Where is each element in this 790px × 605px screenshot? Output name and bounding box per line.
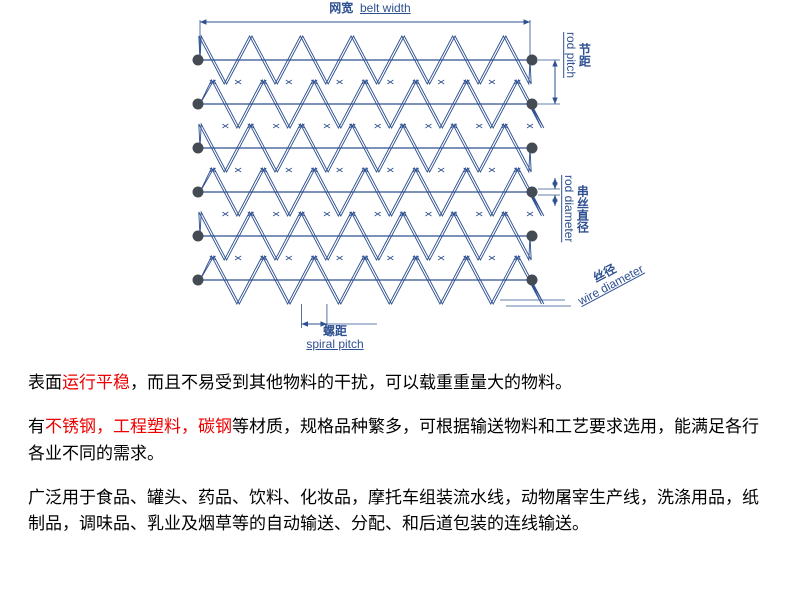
- p1a: 表面: [28, 373, 62, 392]
- rod-pitch-en: rod pitch: [564, 32, 578, 78]
- label-rod-diameter: 串丝直径rod diameter: [562, 175, 588, 242]
- rod-diameter-en: rod diameter: [562, 175, 576, 242]
- p1b: 运行平稳: [62, 373, 130, 392]
- description-text: 表面运行平稳，而且不易受到其他物料的干扰，可以载重重量大的物料。 有不锈钢，工程…: [0, 360, 790, 538]
- paragraph-3: 广泛用于食品、罐头、药品、饮料、化妆品，摩托车组装流水线，动物屠宰生产线，洗涤用…: [28, 485, 762, 538]
- belt-diagram: 网宽 belt width 节距rod pitch 串丝直径rod diamet…: [0, 0, 790, 360]
- belt-width-en: belt width: [360, 1, 411, 15]
- spiral-pitch-en: spiral pitch: [306, 337, 363, 351]
- p2b: 不锈钢，工程塑料，碳钢: [45, 417, 232, 436]
- paragraph-1: 表面运行平稳，而且不易受到其他物料的干扰，可以载重重量大的物料。: [28, 370, 762, 396]
- belt-width-cn: 网宽: [329, 1, 353, 15]
- label-rod-pitch: 节距rod pitch: [564, 32, 590, 78]
- p2a: 有: [28, 417, 45, 436]
- p1c: ，而且不易受到其他物料的干扰，可以载重重量大的物料。: [130, 373, 572, 392]
- spiral-pitch-cn: 螺距: [323, 324, 347, 338]
- belt-svg: [0, 0, 790, 360]
- label-spiral-pitch: 螺距spiral pitch: [280, 325, 390, 351]
- rod-pitch-cn: 节距: [577, 43, 591, 67]
- rod-diameter-cn: 串丝直径: [575, 185, 589, 233]
- label-belt-width: 网宽 belt width: [300, 2, 440, 15]
- paragraph-2: 有不锈钢，工程塑料，碳钢等材质，规格品种繁多，可根据输送物料和工艺要求选用，能满…: [28, 414, 762, 467]
